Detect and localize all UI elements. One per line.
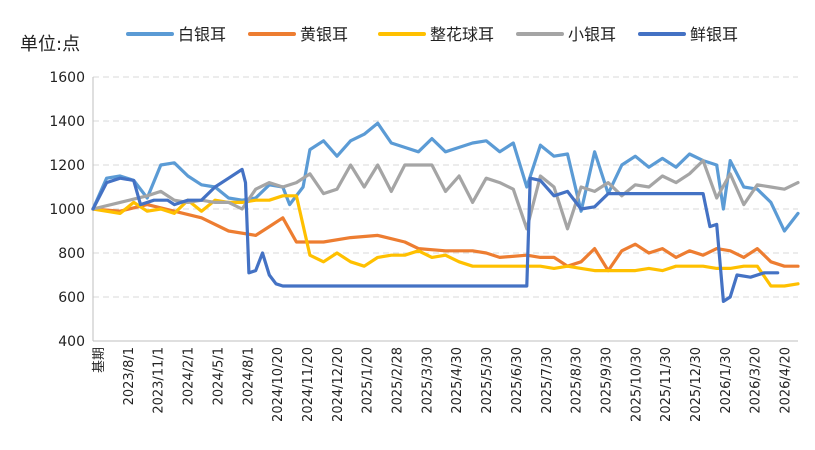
series-line-1 <box>91 203 800 273</box>
legend-item-2: 整花球耳 <box>378 25 494 44</box>
y-tick-label: 600 <box>58 290 85 306</box>
x-tick-label: 2025/11/30 <box>659 347 674 422</box>
legend-label: 白银耳 <box>178 25 226 44</box>
x-tick-label: 2025/12/30 <box>689 347 704 422</box>
series-line-4 <box>91 167 780 303</box>
series-lines <box>91 121 800 303</box>
x-tick-label: 2024/2/1 <box>182 347 197 405</box>
x-tick-label: 基期 <box>92 347 107 373</box>
y-tick-label: 1000 <box>49 202 85 218</box>
legend: 白银耳 黄银耳 整花球耳 小银耳 鲜银耳 <box>126 25 738 44</box>
x-tick-label: 2025/3/30 <box>420 347 435 414</box>
x-tick-label: 2023/8/1 <box>122 347 137 405</box>
legend-label: 整花球耳 <box>430 25 494 44</box>
unit-label: 单位:点 <box>20 34 80 55</box>
legend-item-0: 白银耳 <box>126 25 226 44</box>
x-tick-label: 2025/5/30 <box>480 347 495 414</box>
x-tick-label: 2025/7/30 <box>540 347 555 414</box>
legend-label: 黄银耳 <box>300 25 348 44</box>
legend-label: 鲜银耳 <box>690 25 738 44</box>
y-tick-label: 800 <box>58 246 85 262</box>
x-tick-label: 2024/11/20 <box>301 347 316 422</box>
x-tick-label: 2024/8/1 <box>241 347 256 405</box>
x-tick-label: 2025/1/20 <box>361 347 376 414</box>
x-tick-label: 2024/10/20 <box>271 347 286 422</box>
legend-item-4: 鲜银耳 <box>638 25 738 44</box>
legend-label: 小银耳 <box>568 25 616 44</box>
x-tick-label: 2024/12/20 <box>331 347 346 422</box>
x-tick-label: 2026/3/20 <box>749 347 764 414</box>
y-tick-label: 1400 <box>49 114 85 130</box>
legend-item-3: 小银耳 <box>516 25 616 44</box>
series-line-3 <box>91 159 800 231</box>
x-tick-label: 2025/4/30 <box>450 347 465 414</box>
x-tick-label: 2026/1/30 <box>719 347 734 414</box>
x-tick-label: 2026/4/20 <box>779 347 794 414</box>
y-tick-label: 400 <box>58 334 85 350</box>
series-line-0 <box>91 121 800 233</box>
y-tick-label: 1200 <box>49 158 85 174</box>
x-axis: 基期 2023/8/1 2023/11/1 2024/2/1 2024/5/1 2024/… <box>92 340 798 422</box>
legend-item-1: 黄银耳 <box>248 25 348 44</box>
x-tick-label: 2024/5/1 <box>211 347 226 405</box>
y-tick-label: 1600 <box>49 70 85 86</box>
x-tick-label: 2025/6/30 <box>510 347 525 414</box>
x-tick-label: 2025/9/30 <box>599 347 614 414</box>
gridlines <box>93 76 798 298</box>
x-tick-label: 2025/10/30 <box>629 347 644 422</box>
x-tick-label: 2025/8/30 <box>570 347 585 414</box>
y-axis: 400 600 800 1000 1200 1400 1600 <box>49 70 94 350</box>
x-tick-label: 2025/2/28 <box>391 347 406 414</box>
x-tick-label: 2023/11/1 <box>152 347 167 414</box>
